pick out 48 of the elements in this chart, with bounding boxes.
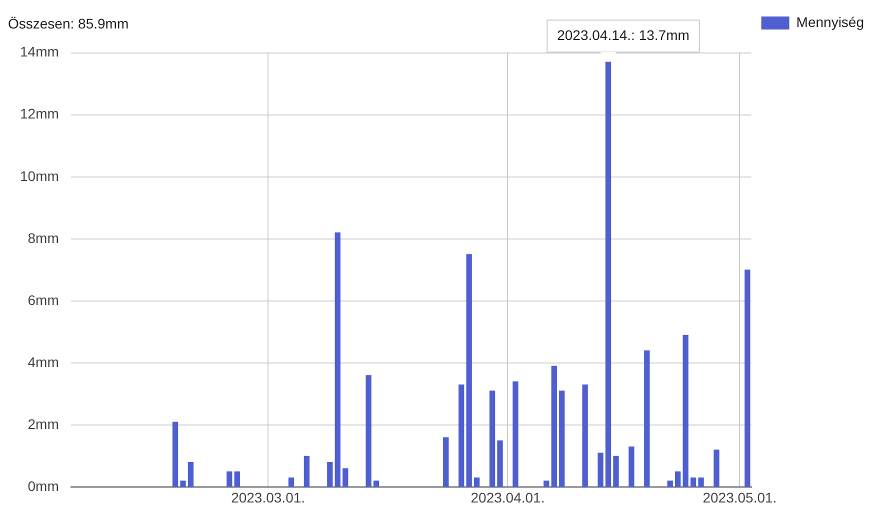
y-tick-label: 4mm bbox=[28, 354, 59, 370]
bar bbox=[714, 450, 720, 488]
bar bbox=[644, 350, 650, 488]
bar bbox=[466, 254, 472, 488]
bar bbox=[544, 480, 550, 488]
bar bbox=[690, 478, 696, 488]
bar bbox=[334, 232, 340, 488]
y-tick-label: 6mm bbox=[28, 292, 59, 308]
bar bbox=[512, 381, 518, 488]
chart-title: Összesen: 85.9mm bbox=[8, 15, 129, 32]
bar bbox=[675, 471, 681, 488]
bar bbox=[327, 462, 333, 488]
bar bbox=[373, 480, 380, 488]
y-tick-label: 8mm bbox=[28, 230, 59, 246]
bar bbox=[474, 478, 480, 488]
bar bbox=[489, 390, 496, 488]
bar bbox=[443, 437, 449, 488]
y-tick-label: 0mm bbox=[28, 478, 59, 494]
bar bbox=[698, 478, 704, 488]
bar bbox=[559, 390, 565, 488]
bar bbox=[458, 384, 464, 488]
bar bbox=[667, 480, 673, 488]
bar bbox=[366, 375, 372, 488]
bar bbox=[226, 471, 232, 488]
x-tick-label: 2023.04.01. bbox=[470, 489, 545, 506]
x-tick-label: 2023.03.01. bbox=[231, 489, 306, 506]
bar bbox=[551, 366, 557, 488]
bar bbox=[682, 334, 688, 488]
bar bbox=[172, 422, 178, 488]
bar bbox=[188, 462, 194, 488]
bar bbox=[288, 478, 294, 488]
annotation: 2023.04.14.: 13.7mm bbox=[557, 26, 690, 43]
bar bbox=[234, 471, 240, 488]
x-tick-label: 2023.05.01. bbox=[702, 489, 777, 506]
bar bbox=[180, 480, 186, 488]
bar bbox=[582, 384, 588, 488]
bar bbox=[613, 456, 619, 488]
y-tick-label: 2mm bbox=[28, 416, 59, 432]
y-tick-label: 10mm bbox=[20, 168, 59, 184]
bar bbox=[598, 452, 604, 488]
legend-label: Mennyiség bbox=[796, 14, 864, 30]
bar bbox=[628, 446, 634, 488]
bar bbox=[744, 270, 750, 488]
y-tick-label: 14mm bbox=[20, 44, 59, 60]
bar bbox=[342, 468, 348, 488]
bar bbox=[304, 456, 310, 488]
bar bbox=[497, 440, 503, 488]
y-tick-label: 12mm bbox=[20, 106, 59, 122]
